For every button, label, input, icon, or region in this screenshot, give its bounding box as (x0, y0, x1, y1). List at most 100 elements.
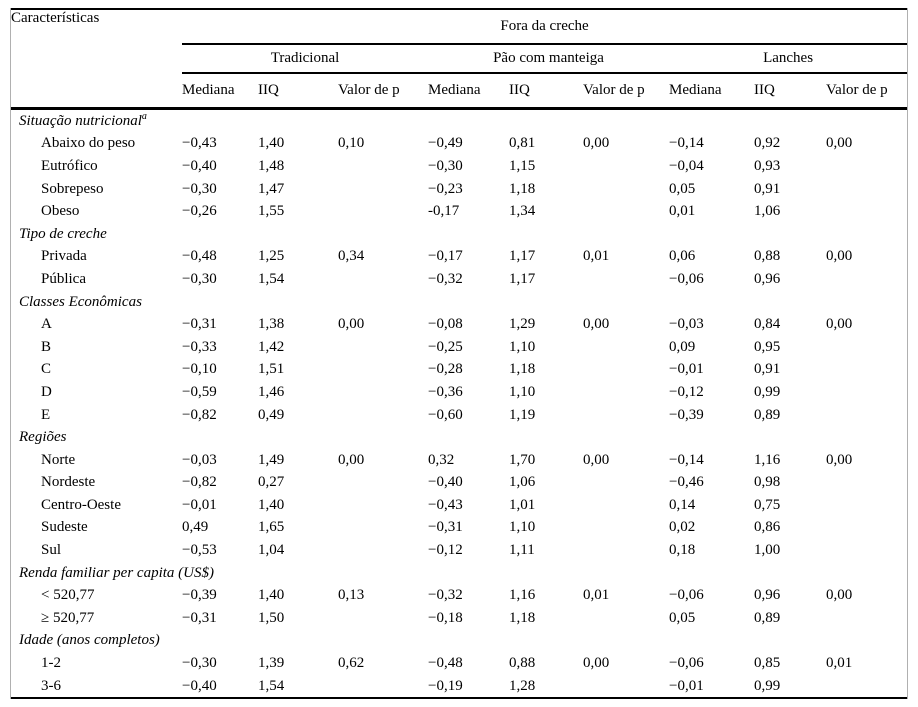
value-cell: 0,14 (669, 496, 696, 513)
value-cell: 1,65 (258, 519, 285, 536)
value-cell: 1,16 (509, 587, 536, 604)
value-cell (583, 268, 669, 291)
section-title-text: Renda familiar per capita (US$) (19, 564, 214, 581)
value-cell: −0,28 (428, 361, 463, 378)
value-cell: −0,12 (669, 383, 704, 400)
section-title-text: Situação nutricional (19, 112, 142, 129)
value-cell: 1,54 (258, 270, 285, 287)
value-cell: 0,88 (509, 655, 536, 672)
value-cell: −0,23 (428, 180, 463, 197)
value-cell (583, 675, 669, 699)
value-cell: 0,00 (338, 316, 365, 333)
value-cell: 0,62 (338, 655, 365, 672)
value-cell: -0,17 (428, 203, 460, 220)
value-cell: 0,00 (583, 135, 610, 152)
value-cell (826, 178, 907, 201)
value-cell: 1,40 (258, 496, 285, 513)
value-cell (583, 200, 669, 223)
value-cell (583, 494, 669, 517)
value-cell: 0,06 (669, 248, 696, 265)
data-row: Centro-Oeste −0,01 1,40 −0,43 1,01 0,14 0,75 (11, 494, 907, 517)
value-cell: 0,81 (509, 135, 536, 152)
value-cell: 0,05 (669, 609, 696, 626)
value-cell: 0,84 (754, 316, 781, 333)
row-label: ≥ 520,77 (41, 609, 95, 626)
value-cell (826, 472, 907, 495)
data-row: 3-6 −0,40 1,54 −0,19 1,28 −0,01 0,99 (11, 675, 907, 699)
col-header-valor-p-1: Valor de p (338, 73, 428, 110)
footnote-marker: a (141, 110, 147, 122)
value-cell: 0,98 (754, 474, 781, 491)
value-cell: 1,18 (509, 180, 536, 197)
value-cell: −0,33 (182, 338, 217, 355)
section-title: Classes Econômicas (11, 291, 907, 314)
value-cell: −0,03 (669, 316, 704, 333)
value-cell: 0,89 (754, 406, 781, 423)
value-cell: 0,49 (258, 406, 285, 423)
section-header-row: Idade (anos completos) (11, 630, 907, 653)
characteristics-column-header: Características (11, 9, 182, 110)
value-cell: −0,04 (669, 157, 704, 174)
value-cell: 0,49 (182, 519, 209, 536)
value-cell (826, 381, 907, 404)
value-cell (338, 404, 428, 427)
value-cell: 0,02 (669, 519, 696, 536)
col-header-mediana-3: Mediana (669, 73, 754, 110)
value-cell (338, 155, 428, 178)
value-cell: −0,82 (182, 406, 217, 423)
value-cell: 1,17 (509, 270, 536, 287)
value-cell: −0,06 (669, 587, 704, 604)
value-cell (583, 404, 669, 427)
value-cell: −0,43 (182, 135, 217, 152)
value-cell: −0,30 (182, 180, 217, 197)
value-cell: 1,51 (258, 361, 285, 378)
value-cell: 0,91 (754, 361, 781, 378)
value-cell: 1,39 (258, 655, 285, 672)
value-cell: 1,15 (509, 157, 536, 174)
section-title: Renda familiar per capita (US$) (11, 562, 907, 585)
row-label: 3-6 (41, 677, 61, 694)
section-title: Regiões (11, 426, 907, 449)
value-cell: 0,00 (338, 451, 365, 468)
section-header-row: Tipo de creche (11, 223, 907, 246)
col-header-mediana-1: Mediana (182, 73, 258, 110)
sub-header-row: Mediana IIQ Valor de p Mediana IIQ Valor… (11, 73, 908, 110)
value-cell: 1,34 (509, 203, 536, 220)
value-cell: 0,00 (826, 316, 853, 333)
value-cell: −0,06 (669, 270, 704, 287)
section-header-row: Classes Econômicas (11, 291, 907, 314)
data-row: Eutrófico −0,40 1,48 −0,30 1,15 −0,04 0,93 (11, 155, 907, 178)
value-cell: −0,12 (428, 542, 463, 559)
value-cell (826, 494, 907, 517)
value-cell: 0,09 (669, 338, 696, 355)
group-header-lanches: Lanches (669, 44, 908, 74)
value-cell: −0,40 (182, 157, 217, 174)
row-label: Obeso (41, 203, 80, 220)
value-cell: 0,92 (754, 135, 781, 152)
value-cell (826, 268, 907, 291)
value-cell: 1,38 (258, 316, 285, 333)
value-cell (583, 336, 669, 359)
row-label: Abaixo do peso (41, 135, 136, 152)
data-row: 1-2 −0,30 1,39 0,62 −0,48 0,88 0,00 −0,06 0,85 0,… (11, 652, 907, 675)
row-label: Sul (41, 542, 62, 559)
value-cell (826, 359, 907, 382)
data-row: A −0,31 1,38 0,00 −0,08 1,29 0,00 −0,03 0,84 0,00 (11, 313, 907, 336)
value-cell (338, 539, 428, 562)
value-cell: −0,49 (428, 135, 463, 152)
row-label: Privada (41, 248, 87, 265)
value-cell: 1,54 (258, 677, 285, 694)
value-cell: 1,40 (258, 587, 285, 604)
value-cell: −0,19 (428, 677, 463, 694)
value-cell: 0,00 (826, 248, 853, 265)
value-cell: 1,06 (509, 474, 536, 491)
value-cell: 1,17 (509, 248, 536, 265)
value-cell (338, 200, 428, 223)
value-cell (338, 607, 428, 630)
value-cell (583, 381, 669, 404)
value-cell: 1,28 (509, 677, 536, 694)
section-title: Tipo de creche (11, 223, 907, 246)
data-row: Sobrepeso −0,30 1,47 −0,23 1,18 0,05 0,91 (11, 178, 907, 201)
data-row: Privada −0,48 1,25 0,34 −0,17 1,17 0,01 0,06 0,8… (11, 246, 907, 269)
value-cell: 1,11 (509, 542, 535, 559)
